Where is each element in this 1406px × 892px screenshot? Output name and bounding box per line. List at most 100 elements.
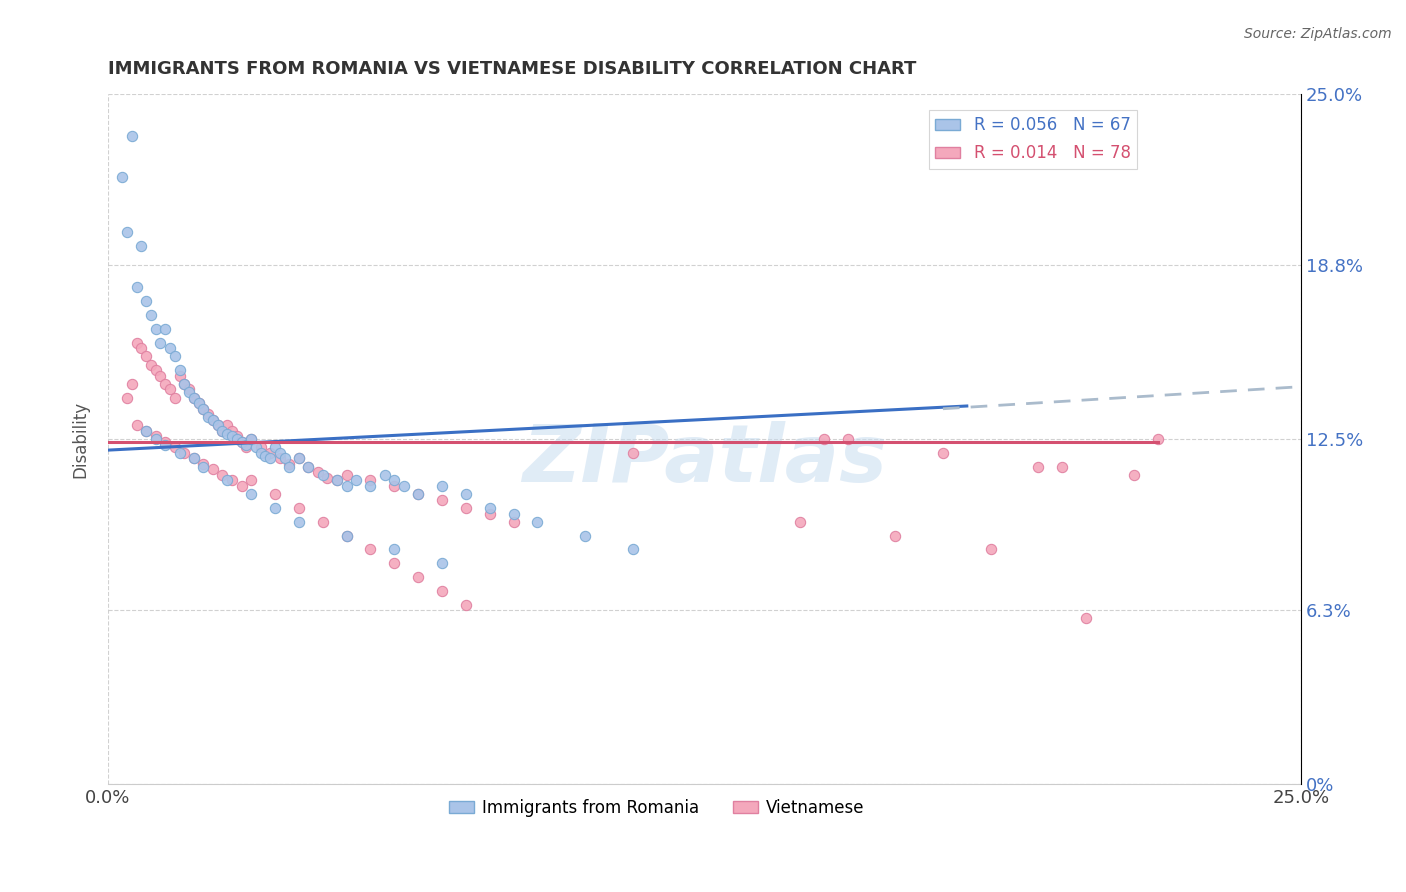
Point	[177, 385, 200, 400]
Point	[245, 441, 267, 455]
Point	[621, 542, 644, 557]
Point	[502, 507, 524, 521]
Point	[478, 507, 501, 521]
Point	[145, 322, 167, 336]
Point	[288, 501, 311, 516]
Point	[288, 515, 311, 529]
Point	[382, 542, 405, 557]
Point	[139, 308, 162, 322]
Point	[335, 479, 357, 493]
Point	[125, 418, 148, 433]
Point	[149, 335, 172, 350]
Point	[335, 467, 357, 482]
Point	[135, 294, 157, 309]
Point	[145, 429, 167, 443]
Point	[149, 368, 172, 383]
Point	[115, 225, 138, 239]
Point	[430, 583, 453, 598]
Point	[240, 432, 263, 446]
Point	[125, 335, 148, 350]
Point	[163, 391, 186, 405]
Point	[217, 418, 239, 433]
Point	[155, 437, 177, 451]
Point	[406, 487, 429, 501]
Point	[335, 528, 357, 542]
Point	[207, 418, 229, 433]
Point	[135, 424, 157, 438]
Point	[316, 471, 339, 485]
Point	[406, 487, 429, 501]
Point	[193, 401, 215, 416]
Point	[249, 446, 271, 460]
Point	[217, 426, 239, 441]
Point	[173, 376, 195, 391]
Point	[235, 437, 257, 451]
Point	[502, 515, 524, 529]
Point	[121, 128, 143, 143]
Point	[173, 446, 195, 460]
Point	[111, 170, 134, 185]
Point	[269, 446, 291, 460]
Point	[526, 515, 548, 529]
Point	[131, 341, 153, 355]
Point	[221, 474, 243, 488]
Point	[980, 542, 1002, 557]
Point	[406, 570, 429, 584]
Point	[240, 474, 263, 488]
Point	[183, 391, 205, 405]
Point	[789, 515, 811, 529]
Point	[183, 451, 205, 466]
Point	[264, 501, 287, 516]
Point	[454, 598, 477, 612]
Point	[139, 358, 162, 372]
Point	[193, 457, 215, 471]
Point	[135, 424, 157, 438]
Point	[235, 441, 257, 455]
Point	[454, 487, 477, 501]
Point	[454, 501, 477, 516]
Y-axis label: Disability: Disability	[72, 401, 89, 477]
Point	[932, 446, 955, 460]
Point	[217, 474, 239, 488]
Text: ZIPatlas: ZIPatlas	[522, 421, 887, 499]
Point	[155, 376, 177, 391]
Point	[169, 363, 191, 377]
Point	[231, 479, 253, 493]
Point	[169, 446, 191, 460]
Point	[1028, 459, 1050, 474]
Point	[430, 479, 453, 493]
Point	[211, 424, 233, 438]
Point	[145, 363, 167, 377]
Point	[197, 410, 219, 425]
Point	[240, 487, 263, 501]
Point	[193, 401, 215, 416]
Point	[326, 474, 349, 488]
Point	[193, 459, 215, 474]
Text: IMMIGRANTS FROM ROMANIA VS VIETNAMESE DISABILITY CORRELATION CHART: IMMIGRANTS FROM ROMANIA VS VIETNAMESE DI…	[108, 60, 917, 78]
Point	[211, 424, 233, 438]
Point	[207, 418, 229, 433]
Point	[155, 322, 177, 336]
Point	[155, 434, 177, 449]
Point	[273, 451, 295, 466]
Point	[201, 462, 224, 476]
Point	[335, 528, 357, 542]
Point	[145, 432, 167, 446]
Point	[344, 474, 367, 488]
Point	[231, 434, 253, 449]
Point	[297, 459, 319, 474]
Point	[1122, 467, 1144, 482]
Point	[278, 457, 301, 471]
Point	[187, 396, 209, 410]
Legend: Immigrants from Romania, Vietnamese: Immigrants from Romania, Vietnamese	[443, 792, 872, 823]
Point	[159, 383, 181, 397]
Point	[240, 432, 263, 446]
Point	[312, 467, 335, 482]
Point	[359, 474, 381, 488]
Point	[135, 350, 157, 364]
Point	[478, 501, 501, 516]
Point	[392, 479, 415, 493]
Point	[359, 479, 381, 493]
Point	[297, 459, 319, 474]
Point	[1074, 611, 1097, 625]
